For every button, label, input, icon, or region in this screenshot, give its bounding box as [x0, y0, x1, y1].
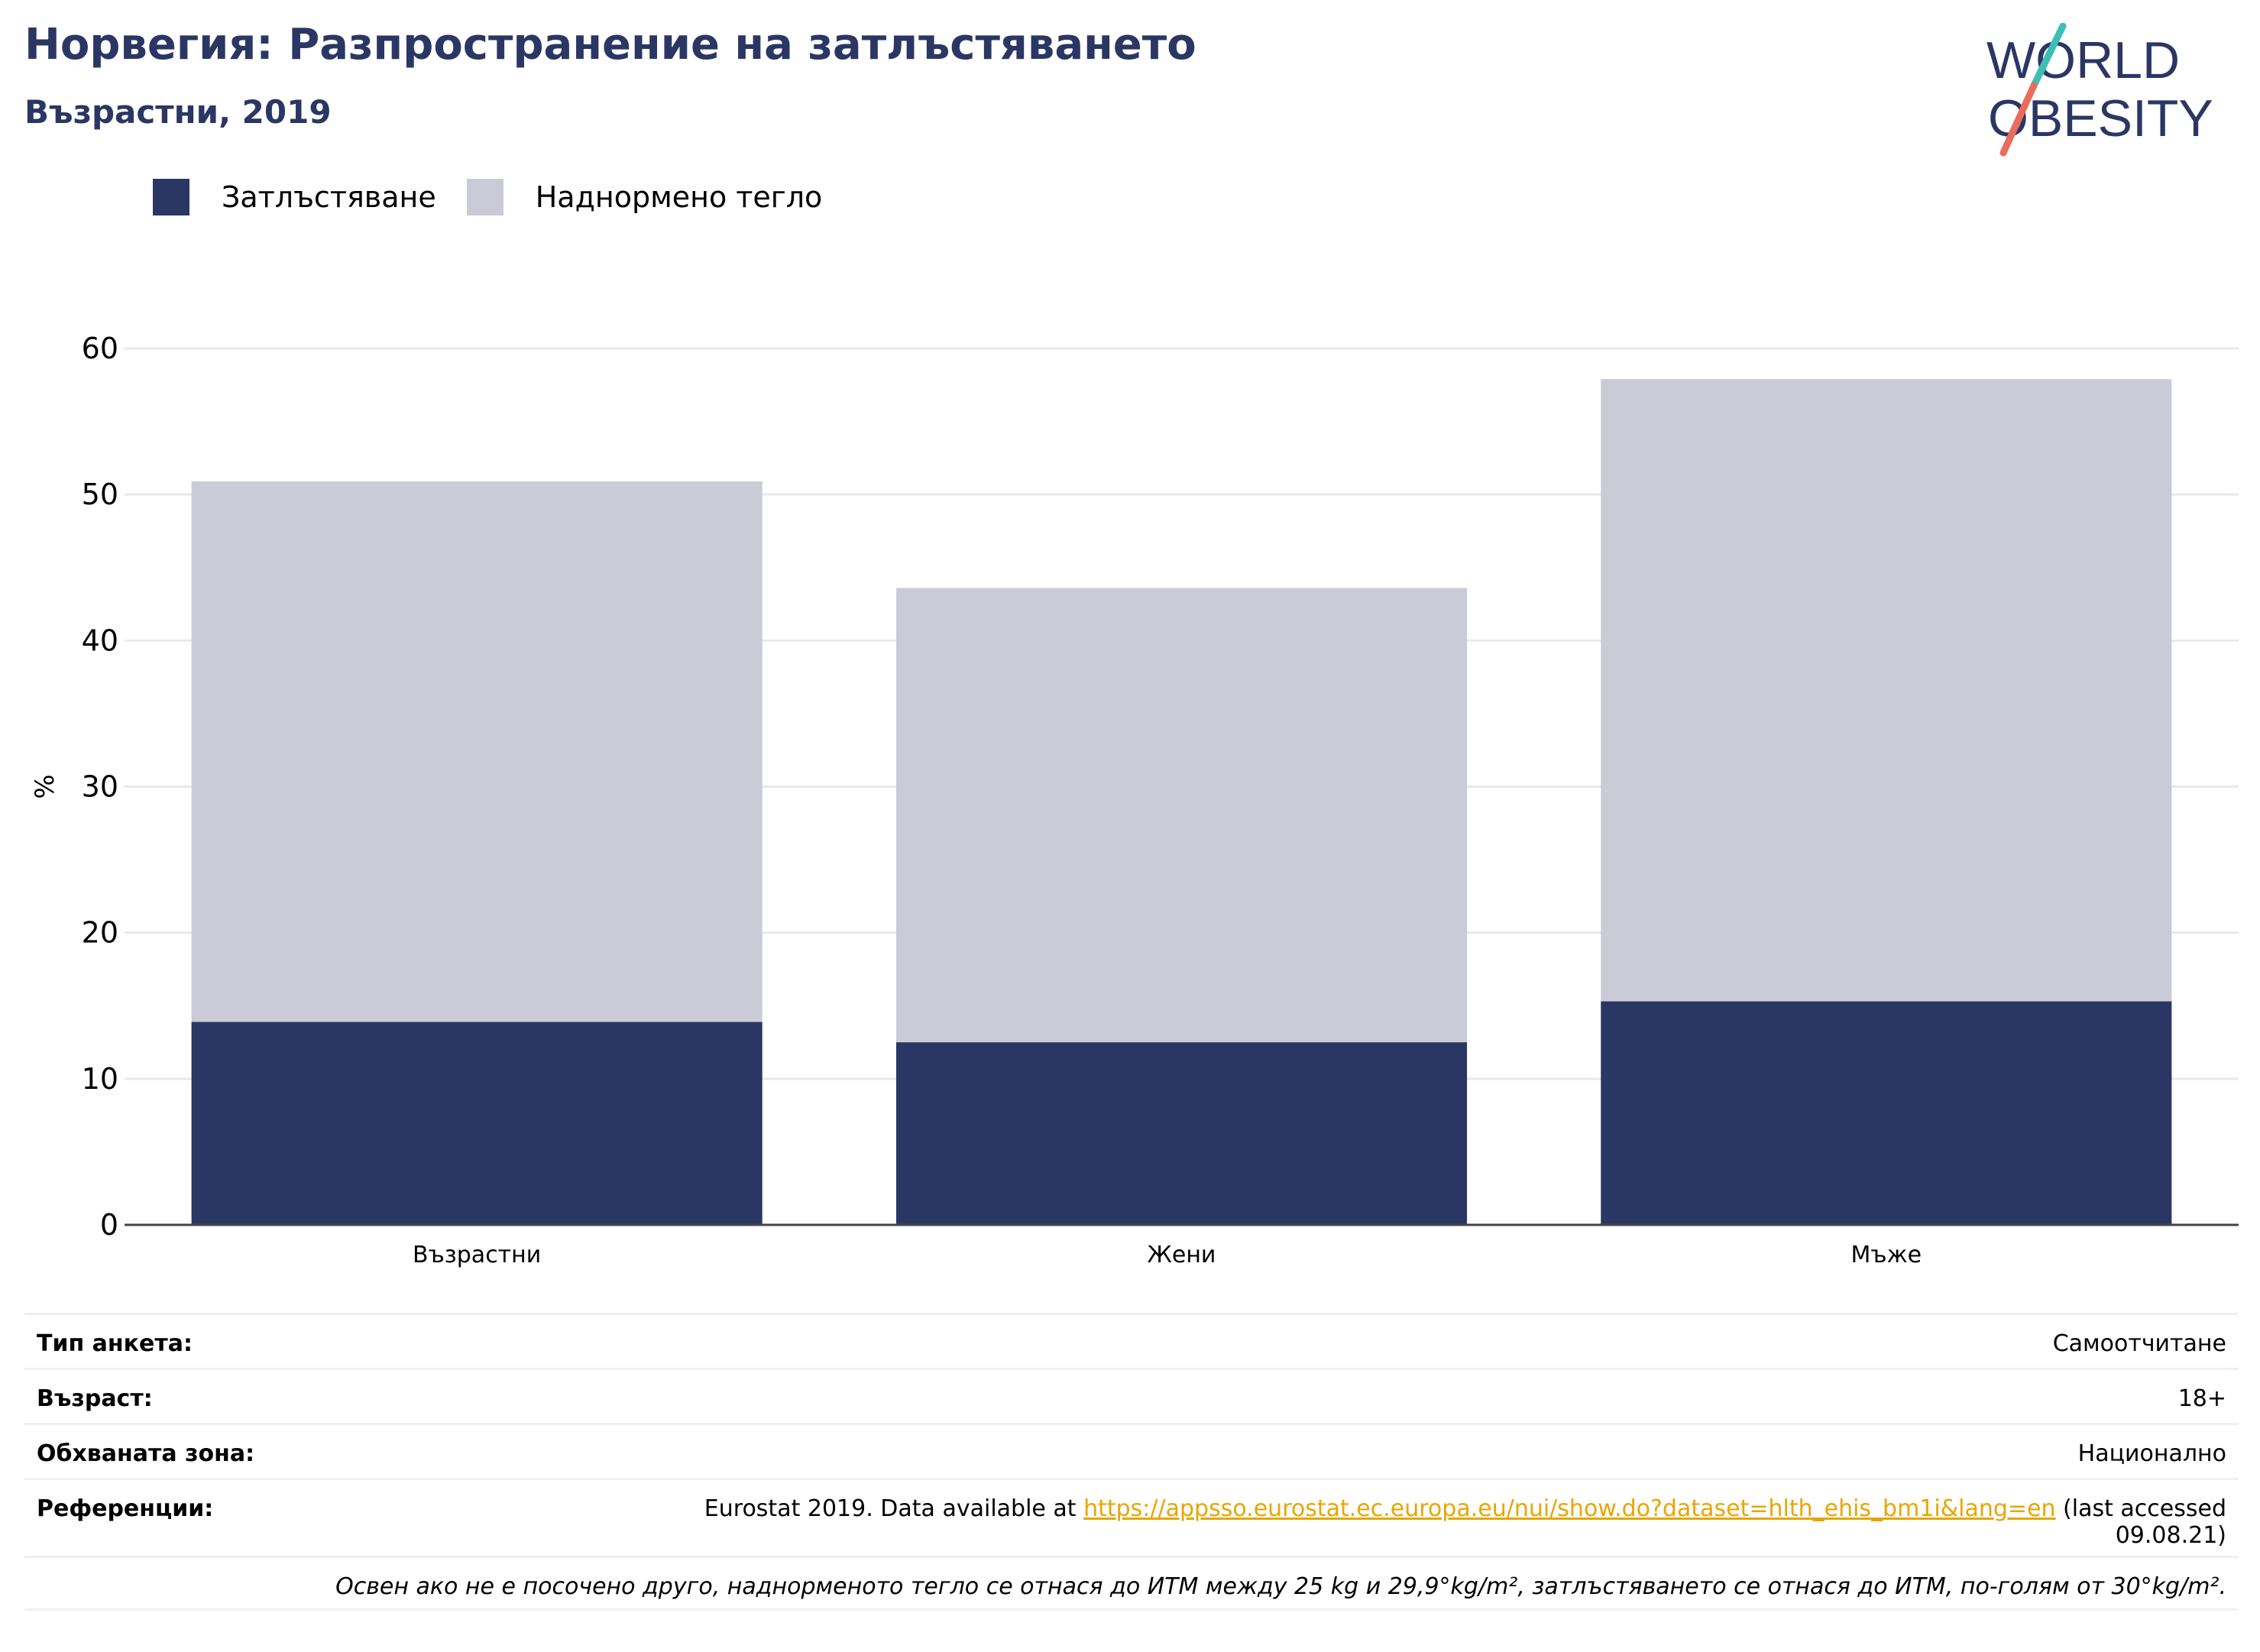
logo-line-1: WORLD [1986, 31, 2180, 89]
bar-overweight [895, 588, 1468, 1043]
y-tick-label: 30 [82, 770, 118, 804]
chart-subtitle: Възрастни, 2019 [24, 93, 332, 131]
survey-type-value: Самоотчитане [2052, 1330, 2226, 1357]
chart-legend: Затлъстяване Наднормено тегло [153, 174, 853, 220]
legend-item-overweight: Наднормено тегло [466, 179, 823, 215]
legend-swatch-overweight [466, 179, 503, 215]
stacked-bar-chart: 0 10 20 30 40 50 60 Възрастни Жени Мъже% [30, 332, 2239, 1268]
y-tick-label: 10 [82, 1062, 118, 1096]
y-tick-label: 40 [82, 624, 118, 657]
references-label: Референции: [37, 1495, 214, 1522]
reference-link[interactable]: https://appsso.eurostat.ec.europa.eu/nui… [1083, 1495, 2056, 1522]
y-axis-label: % [30, 774, 60, 798]
y-tick-label: 50 [82, 478, 118, 511]
legend-label-obesity: Затлъстяване [222, 180, 436, 214]
area-label: Обхваната зона: [37, 1440, 255, 1467]
y-tick-label: 60 [82, 332, 118, 365]
references-value: Eurostat 2019. Data available at https:/… [704, 1495, 2226, 1549]
world-obesity-logo: WORLD OBESITY [1986, 23, 2213, 157]
y-tick-label: 0 [100, 1208, 118, 1242]
info-table: Тип анкета: Самоотчитане Възраст: 18+ Об… [24, 1313, 2239, 1611]
age-label: Възраст: [37, 1385, 153, 1412]
info-row-area: Обхваната зона: Национално [24, 1423, 2239, 1478]
logo-slash-bottom [1999, 82, 2038, 157]
x-tick-label: Възрастни [413, 1242, 541, 1268]
legend-item-obesity: Затлъстяване [153, 179, 436, 215]
reference-suffix-2: 09.08.21) [2115, 1522, 2226, 1549]
age-value: 18+ [2177, 1385, 2226, 1412]
reference-suffix-1: (last accessed [2055, 1495, 2226, 1522]
definition-note: Освен ако не е посочено друго, наднормен… [24, 1556, 2239, 1611]
info-row-survey-type: Тип анкета: Самоотчитане [24, 1313, 2239, 1368]
bar-obesity [191, 1022, 763, 1225]
info-row-references: Референции: Eurostat 2019. Data availabl… [24, 1478, 2239, 1556]
area-value: Национално [2077, 1440, 2226, 1467]
info-row-age: Възраст: 18+ [24, 1368, 2239, 1423]
chart-title: Норвегия: Разпространение на затлъстяван… [24, 20, 1196, 70]
bar-overweight [191, 481, 763, 1022]
reference-prefix: Eurostat 2019. Data available at [704, 1495, 1084, 1522]
logo-slash-top [2030, 23, 2067, 89]
survey-type-label: Тип анкета: [37, 1330, 193, 1357]
bar-obesity [1601, 1001, 2172, 1225]
legend-swatch-obesity [153, 179, 189, 215]
x-tick-label: Жени [1148, 1242, 1216, 1268]
bar-obesity [895, 1042, 1468, 1225]
legend-label-overweight: Наднормено тегло [535, 180, 823, 214]
y-tick-label: 20 [82, 916, 118, 950]
bar-overweight [1601, 379, 2172, 1002]
x-tick-label: Мъже [1851, 1242, 1922, 1268]
